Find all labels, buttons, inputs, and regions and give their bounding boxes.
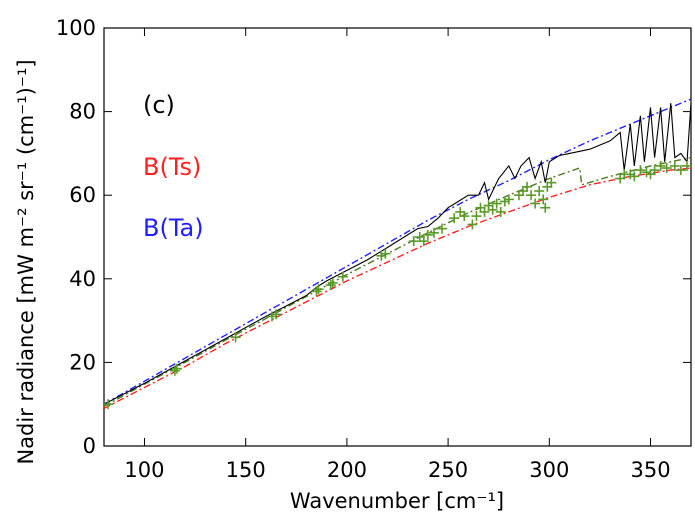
series-line-2 (103, 156, 692, 407)
scatter-point (534, 186, 545, 197)
panel-label: (c) (143, 91, 175, 119)
scatter-point (661, 163, 672, 174)
scatter-point (491, 198, 502, 209)
y-tick-label: 40 (69, 267, 96, 291)
series-line-0 (103, 98, 692, 405)
scatter-point (655, 160, 666, 171)
scatter-point (629, 171, 640, 182)
scatter-point (169, 365, 180, 376)
plot-frame (103, 27, 692, 447)
series-layer (103, 98, 692, 410)
x-tick-label: 150 (226, 458, 266, 482)
x-tick-label: 250 (428, 458, 468, 482)
scatter-point (530, 198, 541, 209)
scatter-layer (103, 160, 692, 410)
scatter-point (311, 286, 322, 297)
x-axis-title: Wavenumber [cm⁻¹] (290, 489, 504, 513)
x-tick-label: 100 (124, 458, 164, 482)
scatter-point (437, 223, 448, 234)
scatter-point (325, 280, 336, 291)
scatter-point (669, 160, 680, 171)
scatter-point (495, 206, 506, 217)
y-tick-label: 0 (83, 434, 96, 458)
axis-ticks: 100 150 200 250 300 350 0 20 40 60 80 100 (56, 16, 691, 482)
x-tick-label: 350 (630, 458, 670, 482)
legend-bts: B(Ts) (143, 153, 201, 181)
scatter-point (675, 165, 686, 176)
scatter-point (503, 194, 514, 205)
scatter-point (449, 213, 460, 224)
scatter-point (526, 190, 537, 201)
scatter-point (337, 271, 348, 282)
scatter-point (471, 211, 482, 222)
scatter-point (459, 211, 470, 222)
scatter-point (546, 177, 557, 188)
scatter-point (649, 165, 660, 176)
scatter-point (487, 204, 498, 215)
scatter-point (467, 219, 478, 230)
series-line-3 (103, 103, 692, 405)
scatter-point (681, 160, 692, 171)
scatter-point (635, 165, 646, 176)
scatter-point (418, 236, 429, 247)
scatter-point (171, 363, 182, 374)
series-line-1 (103, 167, 692, 410)
scatter-point (479, 206, 490, 217)
x-tick-label: 200 (327, 458, 367, 482)
scatter-point (313, 284, 324, 295)
y-tick-label: 20 (69, 350, 96, 374)
scatter-point (538, 194, 549, 205)
x-tick-label: 300 (529, 458, 569, 482)
scatter-point (271, 309, 282, 320)
scatter-point (230, 332, 241, 343)
legend-bta: B(Ta) (143, 214, 204, 242)
y-tick-label: 100 (56, 16, 96, 40)
scatter-point (428, 227, 439, 238)
scatter-point (422, 229, 433, 240)
scatter-point (540, 202, 551, 213)
y-tick-label: 60 (69, 183, 96, 207)
scatter-point (103, 399, 114, 410)
scatter-point (380, 248, 391, 259)
y-axis-title: Nadir radiance [mW m⁻² sr⁻¹ (cm⁻¹)⁻¹] (14, 59, 38, 464)
scatter-point (522, 181, 533, 192)
y-tick-label: 80 (69, 100, 96, 124)
scatter-point (408, 236, 419, 247)
scatter-point (327, 277, 338, 288)
